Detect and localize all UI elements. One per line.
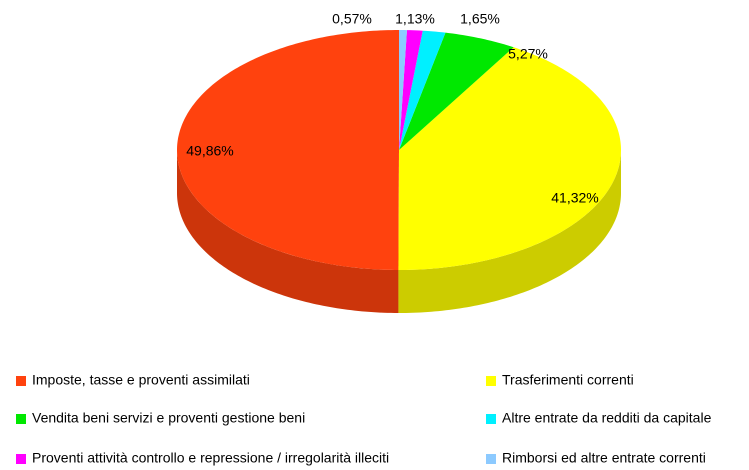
legend-swatch <box>16 414 26 424</box>
slice <box>399 30 423 150</box>
legend-swatch <box>486 414 496 424</box>
legend-swatch <box>16 454 26 464</box>
data-label: 1,65% <box>460 11 500 27</box>
legend-label: Altre entrate da redditi da capitale <box>502 410 712 426</box>
data-label: 41,32% <box>551 190 598 206</box>
legend-label: Vendita beni servizi e proventi gestione… <box>32 410 305 426</box>
slice <box>399 30 407 150</box>
legend-label: Proventi attività controllo e repression… <box>32 450 389 466</box>
legend-swatch <box>486 376 496 386</box>
slice-side <box>398 150 621 313</box>
data-label: 49,86% <box>186 143 233 159</box>
legend-label: Rimborsi ed altre entrate correnti <box>502 450 706 466</box>
data-label: 5,27% <box>508 46 548 62</box>
slice <box>399 32 514 150</box>
slice <box>177 30 399 270</box>
slice <box>398 47 621 270</box>
legend-swatch <box>486 454 496 464</box>
data-label: 0,57% <box>332 11 372 27</box>
legend-swatch <box>16 376 26 386</box>
slice-side <box>177 150 399 313</box>
legend-label: Trasferimenti correnti <box>502 372 634 388</box>
data-label: 1,13% <box>395 11 435 27</box>
slice <box>399 30 446 150</box>
legend-label: Imposte, tasse e proventi assimilati <box>32 372 250 388</box>
